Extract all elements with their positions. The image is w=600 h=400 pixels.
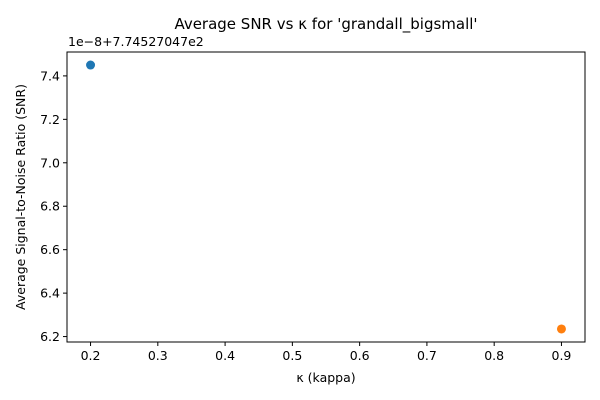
y-tick-label: 7.0 <box>40 155 60 170</box>
x-axis-ticks: 0.2 0.3 0.4 0.5 0.6 0.7 0.8 0.9 <box>81 342 572 363</box>
y-axis-ticks: 6.2 6.4 6.6 6.8 7.0 7.2 7.4 <box>40 68 67 344</box>
x-tick-label: 0.3 <box>148 348 168 363</box>
data-point-series-1 <box>86 60 96 70</box>
data-points <box>86 60 566 334</box>
y-offset-label: 1e−8+7.74527047e2 <box>68 34 204 49</box>
y-axis-label: Average Signal-to-Noise Ratio (SNR) <box>13 84 28 310</box>
x-axis-label: κ (kappa) <box>296 370 355 385</box>
data-point-series-2 <box>556 324 566 334</box>
x-tick-label: 0.2 <box>81 348 101 363</box>
x-tick-label: 0.7 <box>417 348 437 363</box>
plot-frame <box>66 51 586 343</box>
y-tick-label: 6.2 <box>40 329 60 344</box>
x-tick-label: 0.6 <box>350 348 370 363</box>
y-tick-label: 6.4 <box>40 286 60 301</box>
y-tick-label: 6.6 <box>40 242 60 257</box>
y-tick-label: 7.2 <box>40 112 60 127</box>
y-tick-label: 6.8 <box>40 199 60 214</box>
y-tick-label: 7.4 <box>40 68 60 83</box>
x-tick-label: 0.5 <box>282 348 302 363</box>
x-tick-label: 0.8 <box>484 348 504 363</box>
x-tick-label: 0.4 <box>215 348 235 363</box>
chart-title: Average SNR vs κ for 'grandall_bigsmall' <box>174 15 477 34</box>
x-tick-label: 0.9 <box>552 348 572 363</box>
